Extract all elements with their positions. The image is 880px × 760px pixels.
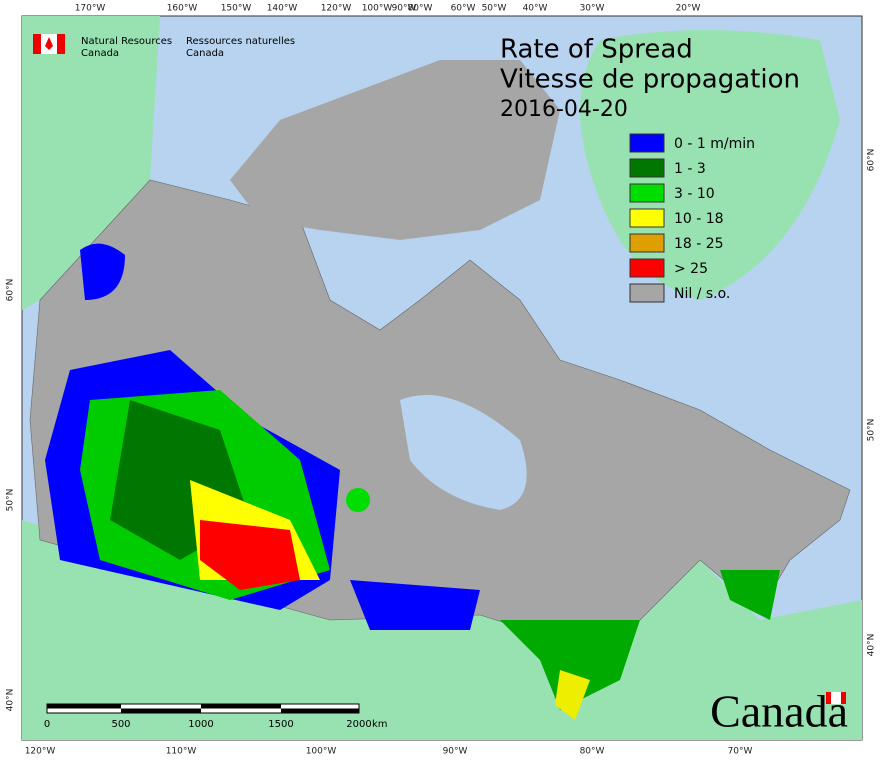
wordmark-flag [826, 692, 846, 704]
graticule-label: 60°N [867, 149, 877, 172]
wordmark: Canada [710, 686, 848, 737]
graticule-label: 40°W [523, 4, 548, 14]
scale-label: 0 [44, 719, 50, 730]
scale-label: 1000 [188, 719, 213, 730]
alaska [22, 16, 160, 310]
graticule-label: 50°N [6, 489, 16, 512]
fire-area [200, 520, 300, 590]
agency-fr: Canada [186, 48, 224, 59]
graticule-label: 160°W [167, 4, 198, 14]
legend-swatch [629, 233, 665, 253]
scale-label: 2000 [346, 719, 371, 730]
legend-label: 18 - 25 [674, 236, 724, 252]
graticule-label: 100°W [306, 747, 337, 757]
graticule-label: 70°W [728, 747, 753, 757]
graticule-label: 90°W [392, 4, 417, 14]
fire-area [555, 670, 590, 720]
greenland [580, 30, 840, 300]
graticule-label: 150°W [221, 4, 252, 14]
legend-swatch [629, 283, 665, 303]
graticule-label: 170°W [75, 4, 106, 14]
arctic-islands [230, 60, 560, 240]
agency-fr: Ressources naturelles [186, 36, 295, 47]
legend-swatch [629, 158, 665, 178]
legend-label: 3 - 10 [674, 186, 715, 202]
hudson-bay [400, 395, 527, 510]
graticule-label: 100°W [362, 4, 393, 14]
legend-swatch [629, 208, 665, 228]
agency-line: Natural Resources [81, 36, 172, 47]
graticule-label: 60°W [451, 4, 476, 14]
agency-en: Natural Resources [81, 36, 172, 47]
title-en: Rate of Spread [500, 35, 693, 65]
graticule-label: 120°W [25, 747, 56, 757]
scale-label: 1500 [268, 719, 293, 730]
legend-label: > 25 [674, 261, 708, 277]
graticule-label: 50°W [482, 4, 507, 14]
graticule-label: 30°W [580, 4, 605, 14]
legend-label: 0 - 1 m/min [674, 136, 755, 152]
graticule-label: 20°W [676, 4, 701, 14]
canada-flag [33, 34, 65, 54]
graticule-label: 110°W [166, 747, 197, 757]
agency-en: Canada [81, 48, 119, 59]
graticule-label: 40°N [867, 634, 877, 657]
date: 2016-04-20 [500, 97, 628, 122]
graticule-label: 80°W [580, 747, 605, 757]
graticule-label: 50°N [867, 419, 877, 442]
graticule-label: 80°W [408, 4, 433, 14]
legend-label: 10 - 18 [674, 211, 724, 227]
legend-swatch [629, 258, 665, 278]
legend-label: 1 - 3 [674, 161, 706, 177]
graticule-label: 60°N [6, 279, 16, 302]
graticule-label: 40°N [6, 689, 16, 712]
scale-label: 500 [111, 719, 130, 730]
scale-unit: km [372, 719, 388, 730]
legend-swatch [629, 133, 665, 153]
graticule-label: 90°W [443, 747, 468, 757]
fire-area [80, 243, 125, 300]
fire-area [346, 488, 370, 512]
legend-label: Nil / s.o. [674, 286, 730, 302]
scale-bar [46, 703, 360, 714]
graticule-label: 140°W [267, 4, 298, 14]
graticule-label: 120°W [321, 4, 352, 14]
fire-area [350, 580, 480, 630]
title-fr: Vitesse de propagation [500, 65, 800, 95]
fire-area [500, 620, 640, 710]
fire-area [720, 570, 780, 620]
legend-swatch [629, 183, 665, 203]
